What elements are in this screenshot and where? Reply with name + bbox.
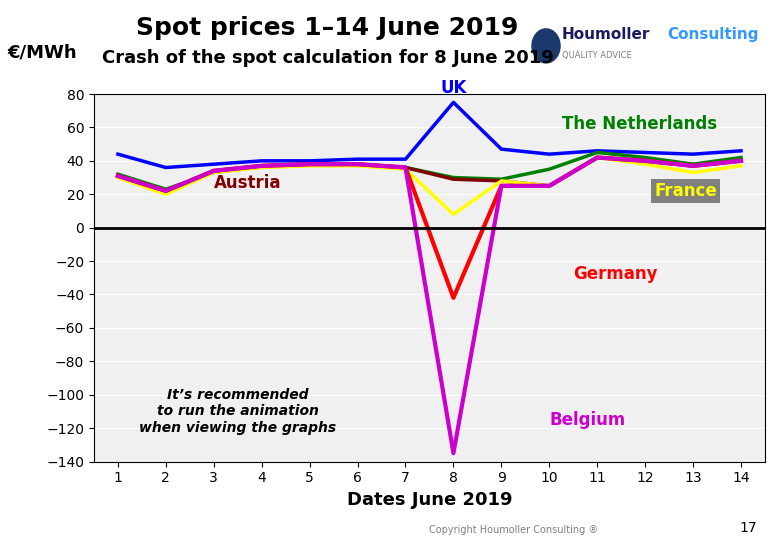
Text: QUALITY ADVICE: QUALITY ADVICE [562, 51, 631, 60]
Text: It’s recommended
to run the animation
when viewing the graphs: It’s recommended to run the animation wh… [139, 388, 336, 435]
Text: France: France [654, 182, 717, 200]
Text: The Netherlands: The Netherlands [562, 115, 717, 133]
Text: Copyright Houmoller Consulting ®: Copyright Houmoller Consulting ® [429, 524, 598, 535]
X-axis label: Dates June 2019: Dates June 2019 [347, 491, 512, 509]
Text: Spot prices 1–14 June 2019: Spot prices 1–14 June 2019 [136, 16, 519, 40]
Text: Belgium: Belgium [549, 411, 626, 429]
Text: €/MWh: €/MWh [8, 43, 77, 61]
Text: Germany: Germany [573, 266, 658, 284]
Circle shape [532, 29, 560, 63]
Text: Consulting: Consulting [667, 27, 758, 42]
Text: Crash of the spot calculation for 8 June 2019: Crash of the spot calculation for 8 June… [101, 49, 554, 66]
Text: Austria: Austria [214, 173, 282, 192]
Text: Houmoller: Houmoller [562, 27, 650, 42]
Text: 17: 17 [739, 521, 757, 535]
Text: UK: UK [440, 79, 466, 97]
